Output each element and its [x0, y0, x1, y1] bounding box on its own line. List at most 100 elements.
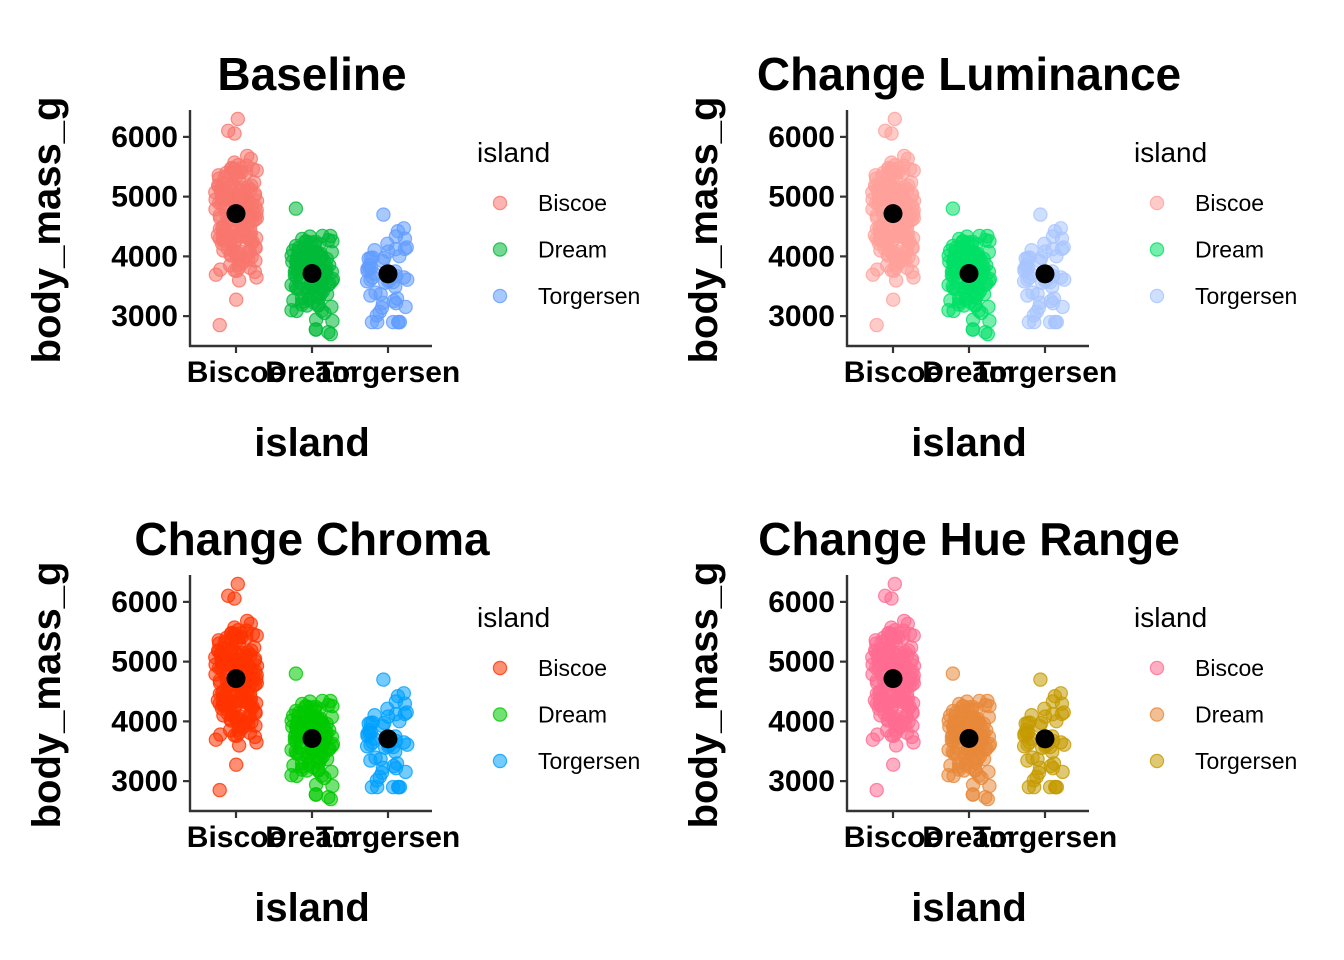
y-tick-label: 6000: [768, 121, 835, 154]
data-point: [900, 182, 915, 197]
data-point: [208, 657, 223, 672]
y-tick-label: 3000: [111, 300, 178, 333]
x-tick-label: Dream: [265, 356, 358, 389]
data-point: [388, 694, 404, 709]
data-point: [360, 726, 375, 741]
data-point: [228, 292, 244, 307]
data-point: [212, 782, 227, 798]
data-point: [376, 207, 391, 222]
chart-title: Baseline: [217, 48, 406, 100]
data-point: [879, 723, 895, 738]
data-point: [231, 245, 246, 261]
data-point: [1029, 769, 1044, 785]
legend: island Biscoe Dream Torgersen: [477, 137, 640, 309]
chart-svg: Baselinebody_mass_gisland300040005000600…: [25, 48, 640, 465]
legend: island Biscoe Dream Torgersen: [477, 602, 640, 774]
data-point: [869, 782, 884, 798]
data-point: [893, 687, 908, 703]
data-point: [978, 232, 993, 248]
legend-label: Biscoe: [538, 190, 607, 216]
series-biscoe: [865, 576, 922, 798]
data-point: [872, 685, 887, 701]
legend-key: [492, 242, 508, 257]
data-point: [945, 703, 961, 719]
data-point: [227, 165, 242, 180]
y-axis-title: body_mass_g: [682, 562, 726, 829]
panel-baseline: Baseline body_mass_g island 3000 4000 5000 600…: [0, 0, 672, 480]
data-point: [1055, 764, 1070, 780]
data-point: [981, 764, 996, 780]
data-point: [961, 716, 976, 731]
data-point: [1029, 304, 1044, 320]
data-point: [1024, 707, 1039, 723]
data-point: [869, 208, 884, 223]
data-point: [1017, 261, 1032, 276]
legend-key: [492, 195, 508, 211]
data-point: [212, 317, 227, 333]
mean-point: [883, 204, 903, 224]
data-point: [392, 779, 408, 795]
legend-key: [1149, 753, 1165, 769]
mean-point: [302, 264, 322, 283]
data-point: [231, 710, 246, 726]
data-point: [885, 757, 901, 772]
data-point: [293, 740, 308, 756]
data-point: [221, 180, 237, 195]
y-tick-label: 6000: [111, 121, 178, 154]
data-point: [376, 672, 391, 687]
series-dream: [284, 201, 341, 342]
data-point: [236, 222, 251, 238]
legend-key: [1149, 288, 1165, 304]
data-point: [228, 757, 244, 772]
data-point: [288, 201, 304, 216]
data-point: [212, 673, 227, 688]
x-tick-label: Torgersen: [973, 821, 1117, 854]
data-point: [978, 697, 993, 713]
data-point: [230, 576, 245, 592]
chart-svg: Change Chromabody_mass_gisland3000400050…: [25, 513, 640, 930]
data-point: [885, 292, 901, 307]
x-axis-title: island: [911, 421, 1027, 465]
data-point: [215, 685, 230, 701]
data-point: [1020, 288, 1035, 303]
data-point: [964, 237, 979, 252]
data-point: [978, 790, 993, 805]
data-point: [1049, 314, 1065, 330]
data-point: [965, 787, 981, 802]
x-axis-title: island: [254, 886, 370, 930]
data-point: [1024, 242, 1039, 258]
data-point: [230, 111, 245, 127]
y-tick-label: 3000: [768, 300, 835, 333]
y-axis-title: body_mass_g: [25, 562, 69, 829]
series-torgersen: [1016, 672, 1072, 795]
legend-key: [1149, 195, 1165, 211]
y-tick-label: 5000: [768, 646, 835, 679]
data-point: [324, 764, 339, 780]
x-tick-label: Dream: [922, 356, 1015, 389]
mean-point: [226, 669, 246, 689]
mean-point: [1035, 729, 1055, 749]
data-point: [1033, 207, 1048, 222]
mean-point: [226, 204, 246, 224]
data-point: [243, 182, 258, 197]
data-point: [221, 645, 237, 660]
chart-title: Change Chroma: [134, 513, 490, 565]
data-point: [307, 702, 322, 717]
series-biscoe: [865, 111, 922, 333]
data-point: [321, 790, 336, 805]
data-point: [324, 729, 340, 744]
x-tick-label: Torgersen: [316, 356, 460, 389]
mean-point: [378, 729, 398, 749]
data-point: [961, 251, 976, 266]
legend-title: island: [477, 602, 550, 633]
data-point: [392, 314, 408, 330]
data-point: [222, 723, 238, 738]
data-point: [308, 322, 324, 337]
data-point: [878, 180, 894, 195]
data-point: [884, 126, 899, 141]
data-point: [289, 768, 304, 784]
data-point: [981, 299, 996, 315]
data-point: [950, 275, 965, 291]
data-point: [888, 245, 903, 261]
x-tick-label: Torgersen: [316, 821, 460, 854]
